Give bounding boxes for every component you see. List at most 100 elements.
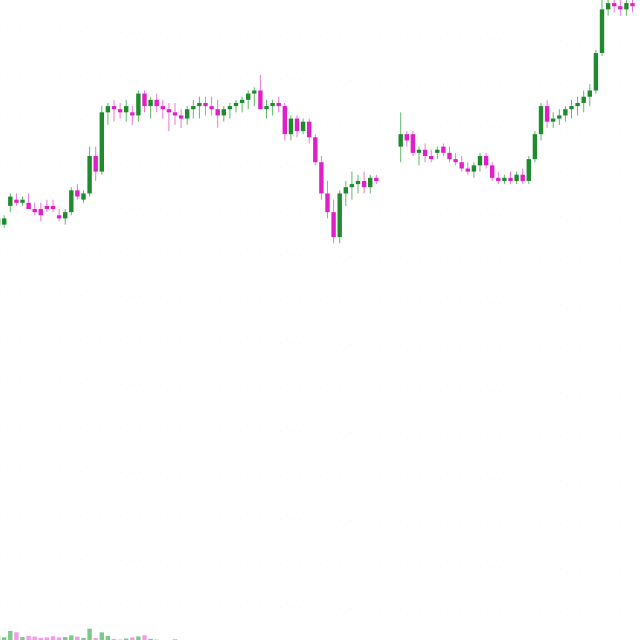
candle-body — [307, 122, 311, 138]
grid-line — [0, 470, 640, 482]
volume-bar — [8, 631, 12, 640]
candle — [228, 103, 232, 119]
candle-body — [313, 137, 317, 162]
candle-body — [490, 165, 494, 177]
grid-line — [0, 426, 640, 438]
candle-body — [466, 168, 470, 171]
candle — [466, 162, 470, 174]
candle — [447, 147, 451, 163]
grid-line — [0, 206, 640, 218]
candle-body — [441, 147, 445, 153]
candle — [240, 97, 244, 113]
candle — [100, 106, 104, 175]
candle — [374, 175, 378, 184]
candle — [258, 75, 262, 109]
candle-body — [514, 175, 518, 181]
candle — [81, 190, 85, 202]
candle — [429, 150, 433, 162]
candle — [435, 147, 439, 159]
volume-bar — [69, 635, 73, 640]
candle — [331, 200, 335, 244]
volume-bar — [87, 629, 91, 640]
grid-lines — [0, 30, 640, 614]
candle-body — [270, 103, 274, 106]
candle — [338, 190, 342, 243]
candle-body — [502, 178, 506, 181]
candle — [563, 106, 567, 122]
candle-body — [319, 162, 323, 193]
candle-body — [460, 162, 464, 168]
candle-body — [216, 109, 220, 115]
candle-body — [63, 212, 67, 218]
candle — [350, 172, 354, 200]
candle — [533, 131, 537, 162]
candle-body — [81, 193, 85, 199]
candle — [490, 162, 494, 181]
volume-bar — [51, 636, 55, 640]
candle-body — [2, 218, 6, 224]
candle — [484, 153, 488, 169]
candle-body — [252, 90, 256, 93]
candle — [319, 156, 323, 200]
candle — [246, 90, 250, 109]
candle — [557, 109, 561, 125]
candle-body — [447, 153, 451, 159]
candle-body — [338, 193, 342, 237]
candle-body — [521, 175, 525, 181]
candle — [69, 187, 73, 215]
candle-body — [624, 3, 628, 9]
candle-body — [8, 197, 12, 206]
candle — [75, 184, 79, 200]
candle — [185, 106, 189, 125]
candle-body — [136, 94, 140, 116]
candle-body — [575, 103, 579, 106]
candle — [514, 172, 518, 184]
candle-body — [368, 178, 372, 187]
candle-body — [429, 156, 433, 159]
candle-body — [350, 184, 354, 187]
candle-body — [600, 9, 604, 53]
candle-body — [344, 187, 348, 193]
candle-body — [112, 106, 116, 109]
candle-body — [588, 90, 592, 96]
candle-body — [331, 212, 335, 237]
candle-body — [228, 106, 232, 109]
candle — [453, 153, 457, 165]
candle — [270, 100, 274, 116]
candle-body — [496, 178, 500, 181]
candle — [191, 100, 195, 119]
candle — [460, 156, 464, 172]
candle-body — [167, 109, 171, 112]
candle — [411, 131, 415, 156]
candle — [478, 153, 482, 172]
candle — [124, 100, 128, 122]
candle-body — [94, 156, 98, 172]
grid-line — [0, 250, 640, 262]
candle — [508, 172, 512, 184]
candle — [417, 147, 421, 166]
candle — [441, 144, 445, 156]
candle — [252, 87, 256, 106]
candle — [39, 203, 43, 222]
candle-body — [405, 134, 409, 140]
candle — [575, 97, 579, 116]
candle — [106, 103, 110, 125]
candle-body — [582, 97, 586, 103]
candle-body — [283, 106, 287, 134]
candle-body — [533, 134, 537, 159]
candle — [51, 200, 55, 212]
volume-bar — [33, 637, 37, 640]
grid-line — [0, 30, 640, 42]
candle — [264, 100, 268, 119]
grid-line — [0, 382, 640, 394]
candle — [216, 100, 220, 128]
candle-body — [87, 156, 91, 193]
candle-body — [33, 209, 37, 212]
candle — [399, 112, 403, 162]
candle-body — [234, 103, 238, 106]
candle — [588, 84, 592, 106]
candle — [600, 0, 604, 56]
candle-body — [594, 53, 598, 90]
